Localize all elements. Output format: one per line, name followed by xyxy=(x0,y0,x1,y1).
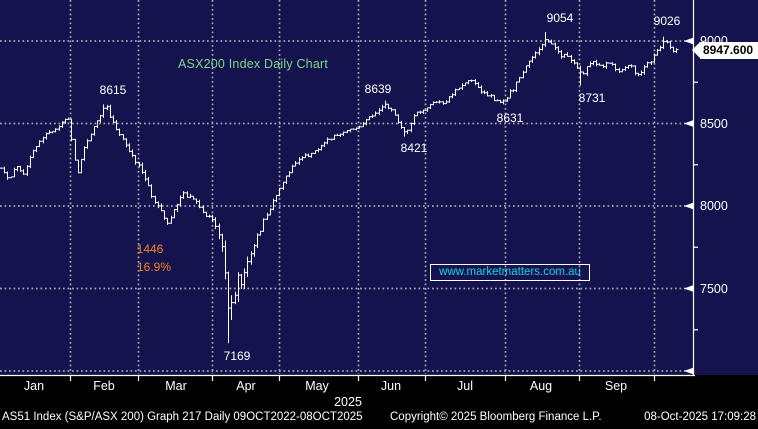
x-axis-month-label: Aug xyxy=(529,379,553,393)
price-level-annotation: 9026 xyxy=(653,14,681,28)
axes xyxy=(0,0,695,377)
gridlines xyxy=(0,0,691,374)
chart-title: ASX200 Index Daily Chart xyxy=(178,57,329,71)
price-level-annotation: 8631 xyxy=(496,111,524,125)
price-level-annotation: 8731 xyxy=(578,91,606,105)
last-price-tag: 8947.600 xyxy=(692,42,758,59)
price-level-annotation: 9054 xyxy=(546,11,574,25)
footer-security-info: AS51 Index (S&P/ASX 200) Graph 217 Daily… xyxy=(2,411,363,423)
price-level-annotation: 7169 xyxy=(223,349,251,363)
x-axis-month-label: Sep xyxy=(604,379,628,393)
price-level-annotation: 8421 xyxy=(400,141,428,155)
watermark-link[interactable]: www.marketmatters.com.au xyxy=(430,264,590,281)
footer-copyright: Copyright© 2025 Bloomberg Finance L.P. xyxy=(390,411,602,423)
x-axis-year-label: 2025 xyxy=(334,395,362,409)
x-axis-month-label: Jan xyxy=(23,379,45,393)
x-axis-month-label: Apr xyxy=(236,379,256,393)
price-level-annotation: 8639 xyxy=(364,82,392,96)
y-axis-tick-label: 8000 xyxy=(700,199,728,213)
x-axis-month-label: Jul xyxy=(457,379,473,393)
plot-background xyxy=(0,0,758,375)
x-axis-month-label: May xyxy=(305,379,329,393)
x-axis-month-label: Mar xyxy=(165,379,187,393)
footer-timestamp: 08-Oct-2025 17:09:28 xyxy=(644,411,756,423)
axis-ticks xyxy=(69,37,698,381)
y-axis-tick-label: 7500 xyxy=(700,281,728,296)
x-axis-month-label: Jun xyxy=(380,379,402,393)
drawdown-annotation: 1446 xyxy=(136,242,164,256)
price-bars xyxy=(0,32,679,344)
drawdown-annotation: 16.9% xyxy=(136,260,172,274)
status-bar: AS51 Index (S&P/ASX 200) Graph 217 Daily… xyxy=(0,410,758,426)
y-axis-tick-label: 8500 xyxy=(700,116,728,131)
x-axis-month-label: Feb xyxy=(93,379,115,393)
price-level-annotation: 8615 xyxy=(99,83,127,97)
